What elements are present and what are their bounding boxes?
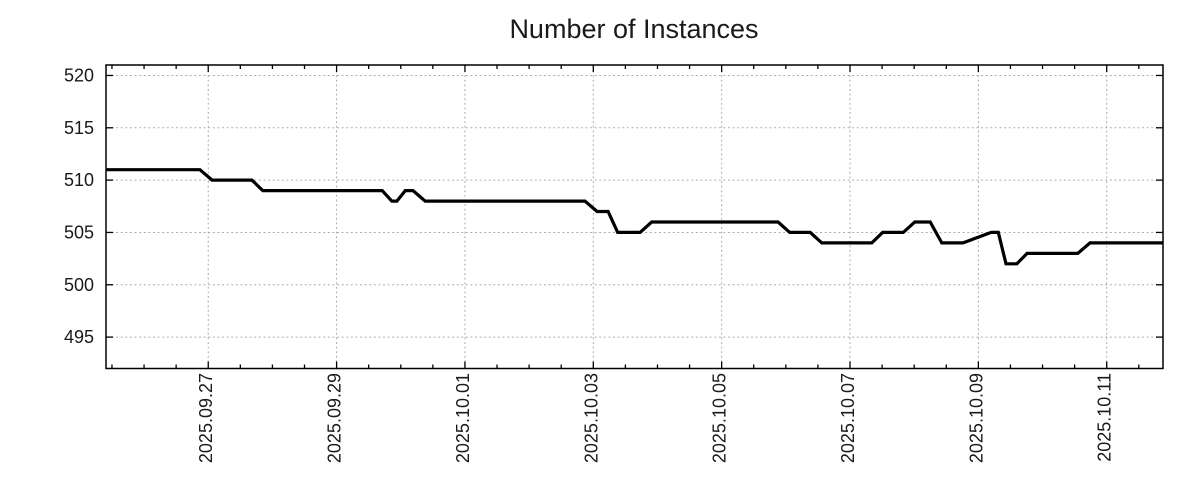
y-tick-label: 510 <box>64 170 94 190</box>
x-tick-label: 2025.10.05 <box>710 373 730 463</box>
x-tick-label: 2025.10.03 <box>581 373 601 463</box>
x-tick-label: 2025.09.27 <box>196 373 216 463</box>
x-tick-label: 2025.09.29 <box>325 373 345 463</box>
x-tick-label: 2025.10.11 <box>1095 373 1115 462</box>
y-tick-label: 515 <box>64 118 94 138</box>
x-tick-label: 2025.10.01 <box>453 373 473 463</box>
x-tick-label: 2025.10.07 <box>838 373 858 463</box>
plot-border <box>105 64 1164 370</box>
y-tick-label: 520 <box>64 65 94 85</box>
y-tick-label: 505 <box>64 222 94 242</box>
chart-title: Number of Instances <box>509 14 759 44</box>
series-line <box>106 168 1163 266</box>
y-tick-label: 500 <box>64 275 94 295</box>
x-tick-label: 2025.10.09 <box>966 373 986 463</box>
y-tick-label: 495 <box>64 327 94 347</box>
